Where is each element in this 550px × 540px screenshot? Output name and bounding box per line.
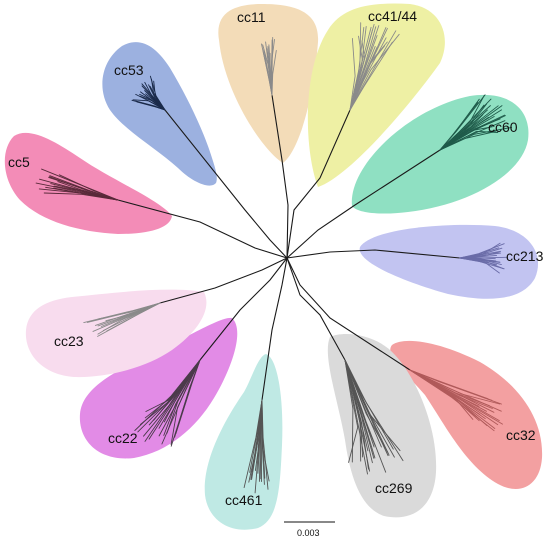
leaf-branch	[459, 257, 500, 274]
leaf-branch	[409, 369, 474, 420]
clade-region-cc11	[218, 4, 319, 163]
fan-cc5	[35, 168, 119, 201]
branch-to-cc269	[286, 257, 346, 361]
leaf-branch	[135, 100, 166, 111]
leaf-branch	[349, 30, 397, 111]
clade-region-cc53	[102, 42, 217, 186]
branch-to-cc60	[286, 149, 441, 259]
scale-bar: 0.003	[284, 521, 335, 538]
clade-region-cc32	[390, 340, 543, 489]
fan-cc60	[439, 94, 513, 151]
leaf-branch	[145, 359, 201, 412]
label-cc22: cc22	[108, 430, 138, 446]
label-cc41-44: cc41/44	[368, 8, 417, 24]
branch-to-cc53	[164, 109, 288, 259]
clade-regions	[4, 3, 543, 530]
label-cc60: cc60	[488, 119, 518, 135]
label-cc11: cc11	[237, 9, 266, 25]
leaf-branch	[344, 359, 394, 450]
clade-labels: cc11 cc41/44 cc60 cc213 cc32 cc269 cc461…	[8, 8, 544, 508]
leaf-branch	[439, 131, 496, 151]
branch-to-cc213	[286, 249, 461, 259]
tree-backbone	[117, 94, 461, 401]
branch-to-cc32	[286, 257, 411, 371]
branch-to-cc22	[199, 257, 288, 361]
branch-to-cc11	[271, 94, 289, 259]
branch-to-cc461	[261, 257, 288, 401]
fan-cc269	[344, 359, 404, 475]
leaf-branch	[58, 174, 119, 201]
fan-cc53	[131, 75, 166, 111]
leaf-branch	[174, 359, 201, 438]
fan-cc461	[243, 399, 270, 494]
label-cc461: cc461	[225, 492, 263, 508]
leaf-branch	[349, 38, 356, 111]
fan-cc23	[83, 302, 161, 337]
label-cc23: cc23	[54, 333, 84, 349]
fan-cc32	[409, 369, 503, 432]
label-cc53: cc53	[114, 62, 144, 78]
clade-region-cc461	[204, 354, 283, 530]
leaf-branch	[151, 78, 166, 111]
label-cc269: cc269	[375, 480, 413, 496]
fan-cc11	[261, 36, 277, 96]
leaf-branch	[439, 126, 493, 151]
branch-to-cc41-44	[286, 109, 351, 259]
label-cc5: cc5	[8, 154, 30, 170]
leaf-branch	[105, 302, 161, 322]
branch-to-cc23	[159, 257, 288, 304]
clade-region-cc22	[79, 317, 238, 459]
fan-cc213	[459, 242, 507, 274]
leaf-branch	[344, 359, 359, 463]
leaf-branch	[243, 399, 263, 489]
clade-region-cc5	[4, 132, 172, 234]
leaf-branch	[349, 41, 388, 111]
clade-region-cc23	[25, 289, 207, 378]
clade-fans	[35, 22, 513, 494]
clade-region-cc213	[359, 224, 539, 299]
leaf-branch	[349, 33, 400, 111]
label-cc32: cc32	[506, 427, 536, 443]
scale-bar-label: 0.003	[297, 528, 320, 538]
leaf-branch	[49, 175, 119, 201]
leaf-branch	[409, 369, 493, 401]
fan-cc22	[134, 359, 201, 447]
label-cc213: cc213	[506, 248, 544, 264]
clade-region-cc41-44	[307, 3, 445, 187]
leaf-branch	[439, 98, 480, 151]
leaf-branch	[83, 302, 161, 324]
fan-cc41-44	[349, 22, 400, 111]
leaf-branch	[344, 359, 382, 448]
leaf-branch	[271, 38, 275, 96]
branch-to-cc5	[117, 199, 288, 259]
